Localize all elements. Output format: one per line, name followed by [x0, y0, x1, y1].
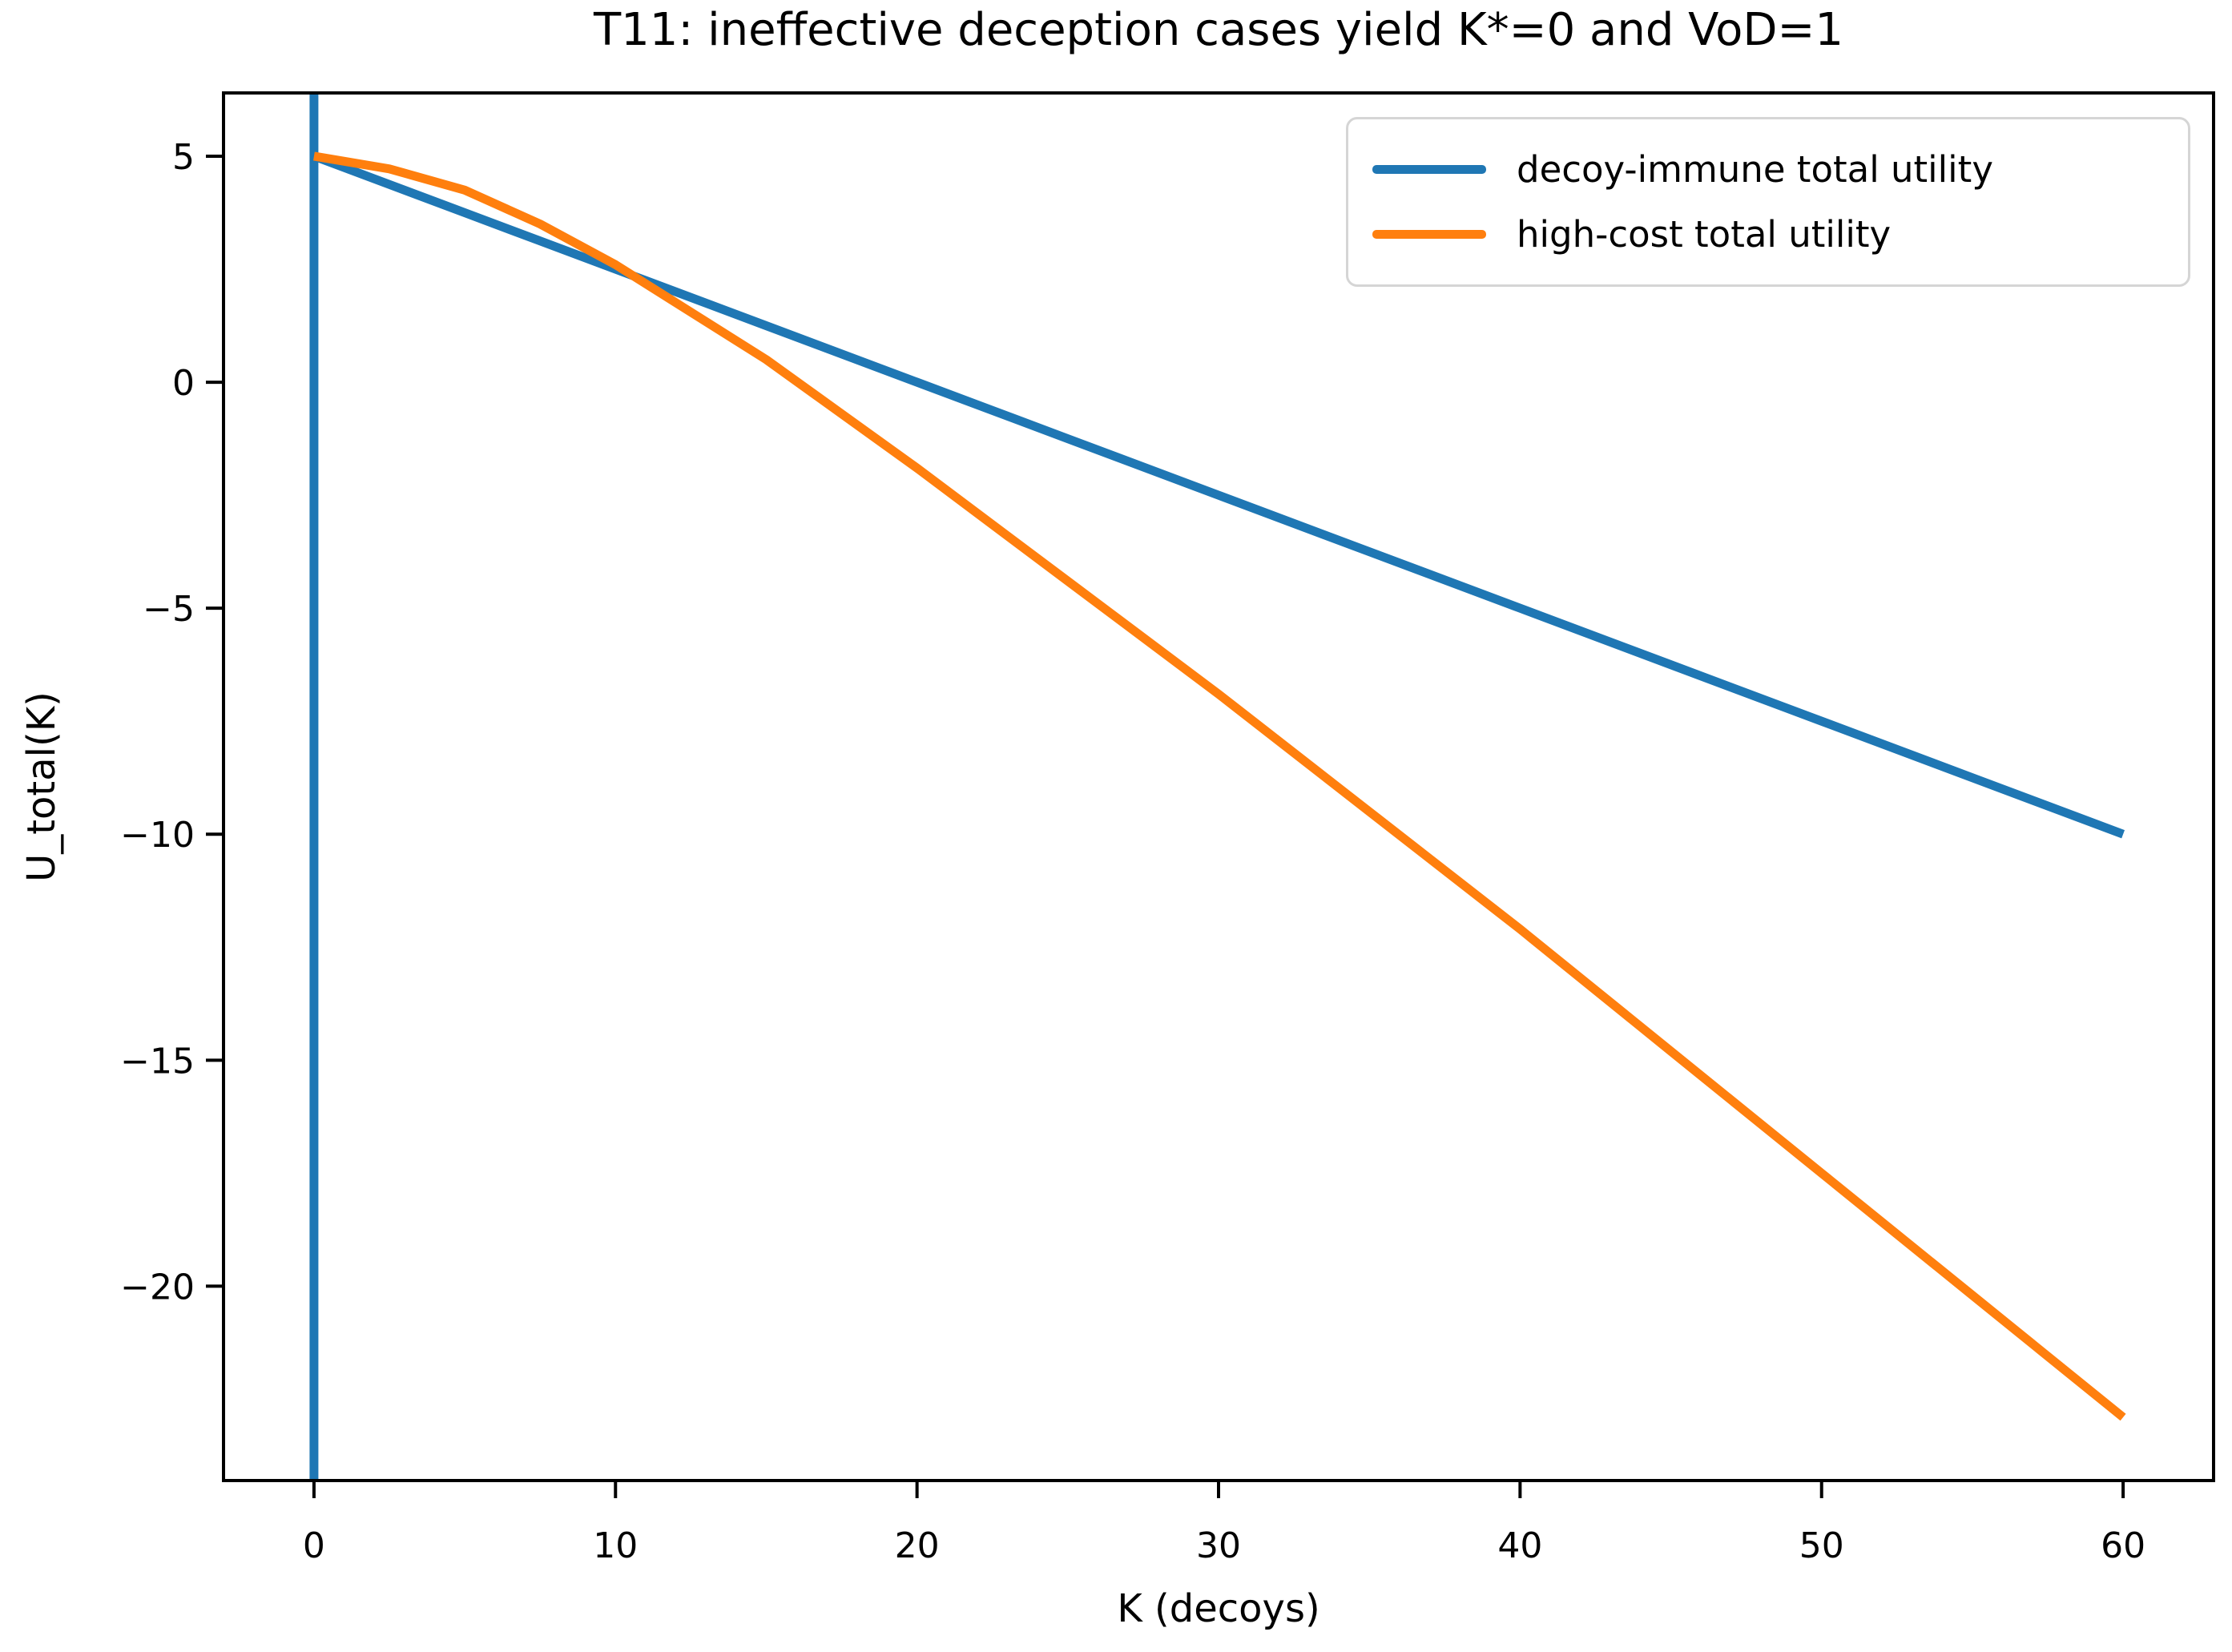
x-tick-label: 60 — [2101, 1525, 2145, 1566]
legend-item: decoy-immune total utility — [1372, 150, 2164, 190]
y-tick-label: 5 — [172, 137, 195, 178]
x-tick-label: 10 — [593, 1525, 638, 1566]
y-tick-label: −15 — [120, 1041, 195, 1082]
legend-label: decoy-immune total utility — [1517, 147, 1993, 191]
x-tick-label: 20 — [895, 1525, 940, 1566]
y-tick-label: 0 — [172, 363, 195, 404]
legend-item: high-cost total utility — [1372, 215, 2164, 255]
series-line-high-cost — [312, 151, 2126, 1421]
legend-line-swatch-high-cost — [1372, 230, 1486, 240]
y-tick-label: −20 — [120, 1267, 195, 1307]
legend-label: high-cost total utility — [1517, 212, 1892, 256]
x-tick-label: 30 — [1196, 1525, 1241, 1566]
x-axis-label: K (decoys) — [1117, 1586, 1320, 1631]
y-axis-label: U_total(K) — [19, 691, 64, 882]
chart-title: T11: ineffective deception cases yield K… — [593, 4, 1844, 56]
x-tick-label: 0 — [303, 1525, 325, 1566]
series-line-decoy-immune — [312, 151, 2125, 839]
x-tick-label: 50 — [1799, 1525, 1844, 1566]
legend-line-swatch-decoy-immune — [1372, 164, 1486, 174]
y-tick-label: −5 — [143, 589, 195, 630]
y-tick-label: −10 — [120, 815, 195, 856]
legend: decoy-immune total utility high-cost tot… — [1346, 117, 2190, 287]
x-tick-label: 40 — [1497, 1525, 1542, 1566]
axes-spines — [222, 91, 2215, 1482]
